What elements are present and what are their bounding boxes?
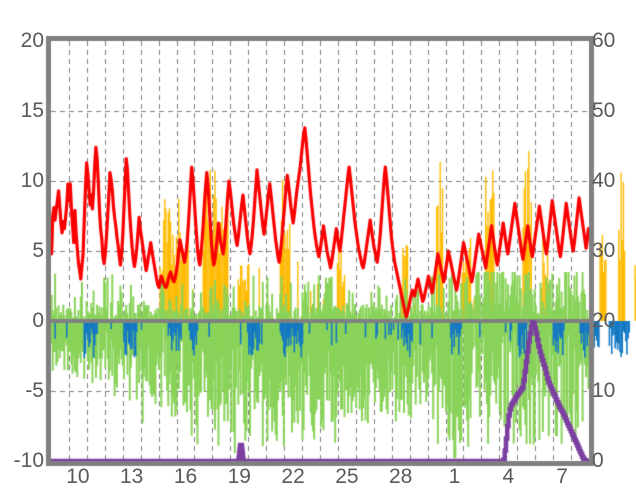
y-axis-tick-right: 60 xyxy=(592,29,616,52)
y-axis-tick-right: 10 xyxy=(592,379,616,402)
y-axis-tick-left: 10 xyxy=(20,169,44,192)
y-axis-tick-right: 50 xyxy=(592,99,616,122)
y-axis-tick-right: 0 xyxy=(592,449,604,472)
x-axis-tick: 13 xyxy=(120,465,144,488)
x-axis-tick: 7 xyxy=(556,465,568,488)
y-axis-tick-left: 5 xyxy=(32,239,44,262)
x-axis-tick: 22 xyxy=(281,465,305,488)
x-axis-tick: 25 xyxy=(335,465,359,488)
y-axis-tick-left: 20 xyxy=(20,29,44,52)
x-axis-tick: 16 xyxy=(173,465,198,488)
y-axis-tick-left: 0 xyxy=(32,309,44,332)
y-axis-tick-left: -5 xyxy=(25,379,44,402)
y-axis-tick-right: 30 xyxy=(592,239,616,262)
y-axis-tick-left: 15 xyxy=(20,99,44,122)
x-axis-tick: 19 xyxy=(227,465,251,488)
x-axis-tick: 1 xyxy=(448,465,461,488)
y-axis-tick-right: 40 xyxy=(592,169,616,192)
x-axis-tick: 4 xyxy=(502,465,515,488)
x-axis-tick: 28 xyxy=(389,465,413,488)
y-axis-tick-right: 20 xyxy=(592,309,616,332)
x-axis-tick: 10 xyxy=(66,465,90,488)
y-axis-tick-left: -10 xyxy=(13,449,44,472)
